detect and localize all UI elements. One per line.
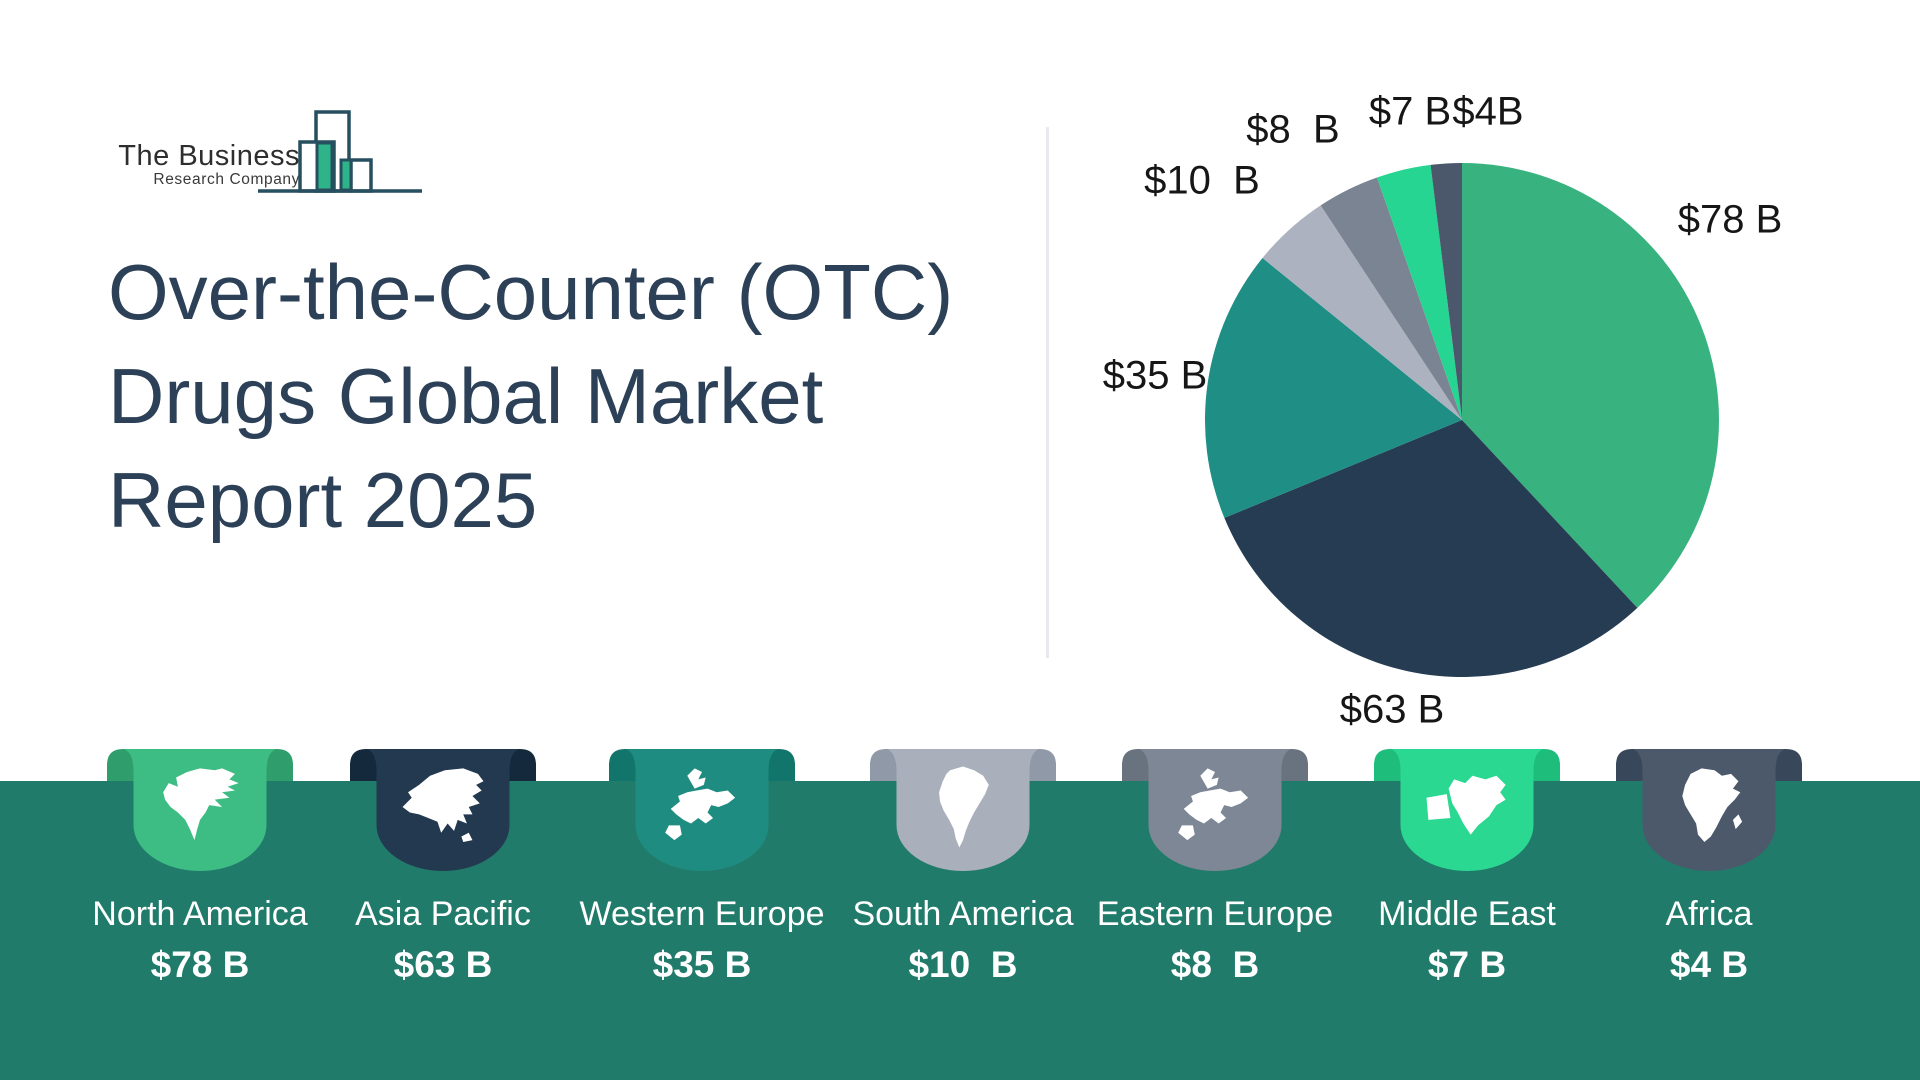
ribbon-north-america — [107, 749, 293, 871]
region-value: $63 B — [393, 944, 493, 985]
south-america-map-icon — [939, 766, 989, 848]
market-pie-chart — [1205, 163, 1719, 677]
pie-label-south-america: $10 B — [1144, 158, 1260, 203]
europe-map-icon — [665, 768, 736, 841]
asia-map-icon — [402, 768, 484, 842]
region-name: Western Europe — [579, 895, 825, 933]
pie-label-eastern-europe: $8 B — [1246, 107, 1340, 152]
pie-label-africa: $4B — [1452, 89, 1524, 134]
africa-map-icon — [1682, 768, 1743, 842]
ribbon-south-america — [870, 749, 1056, 871]
ribbon-middle-east — [1374, 749, 1560, 871]
region-value: $10 B — [908, 944, 1018, 985]
logo-bar-green-large — [315, 141, 334, 192]
vertical-divider — [1046, 127, 1049, 658]
logo-subname: Research Company — [153, 171, 300, 188]
logo-bar-green-small — [339, 158, 353, 192]
region-card-south-america: South America $10 B — [833, 749, 1093, 985]
region-name: Middle East — [1378, 895, 1556, 933]
ribbon-eastern-europe — [1122, 749, 1308, 871]
region-card-asia-pacific: Asia Pacific $63 B — [313, 749, 573, 985]
region-value: $8 B — [1170, 944, 1260, 985]
pie-slice-eastern-europe — [1320, 177, 1462, 420]
pie-slice-western-europe — [1205, 258, 1462, 518]
pie-label-north-america: $78 B — [1677, 197, 1783, 242]
region-value: $7 B — [1427, 944, 1507, 985]
region-value: $4 B — [1669, 944, 1749, 985]
middle-east-map-icon — [1426, 775, 1506, 835]
pie-label-asia-pacific: $63 B — [1339, 687, 1445, 732]
region-card-western-europe: Western Europe $35 B — [572, 749, 832, 985]
region-value: $78 B — [150, 944, 250, 985]
region-card-africa: Africa $4 B — [1579, 749, 1839, 985]
report-title-line-3: Report 2025 — [108, 456, 538, 544]
region-card-north-america: North America $78 B — [70, 749, 330, 985]
north-america-map-icon — [163, 768, 239, 841]
region-name: South America — [852, 895, 1074, 933]
region-name: Africa — [1665, 895, 1753, 933]
bar-chart-logo-icon — [258, 110, 422, 193]
region-name: North America — [92, 895, 308, 933]
logo-bar-small — [349, 158, 373, 193]
pie-label-middle-east: $7 B — [1368, 89, 1452, 134]
pie-label-western-europe: $35 B — [1102, 353, 1208, 398]
region-name: Eastern Europe — [1096, 895, 1334, 933]
report-title: Over-the-Counter (OTC) Drugs Global Mark… — [108, 240, 953, 552]
europe-map-icon — [1178, 768, 1249, 841]
pie-slice-africa — [1430, 163, 1462, 420]
pie-slice-north-america — [1462, 163, 1719, 608]
report-title-line-1: Over-the-Counter (OTC) — [108, 248, 954, 336]
ribbon-africa — [1616, 749, 1802, 871]
pie-slice-south-america — [1262, 205, 1462, 420]
ribbon-western-europe — [609, 749, 795, 871]
region-name: Asia Pacific — [355, 895, 531, 933]
company-logo-text: The Business Research Company — [96, 141, 300, 188]
pie-slice-asia-pacific — [1224, 420, 1638, 677]
logo-name: The Business — [118, 140, 300, 172]
pie-slice-middle-east — [1376, 164, 1462, 420]
region-card-eastern-europe: Eastern Europe $8 B — [1085, 749, 1345, 985]
region-value: $35 B — [652, 944, 752, 985]
ribbon-asia-pacific — [350, 749, 536, 871]
report-title-line-2: Drugs Global Market — [108, 352, 824, 440]
region-card-middle-east: Middle East $7 B — [1337, 749, 1597, 985]
